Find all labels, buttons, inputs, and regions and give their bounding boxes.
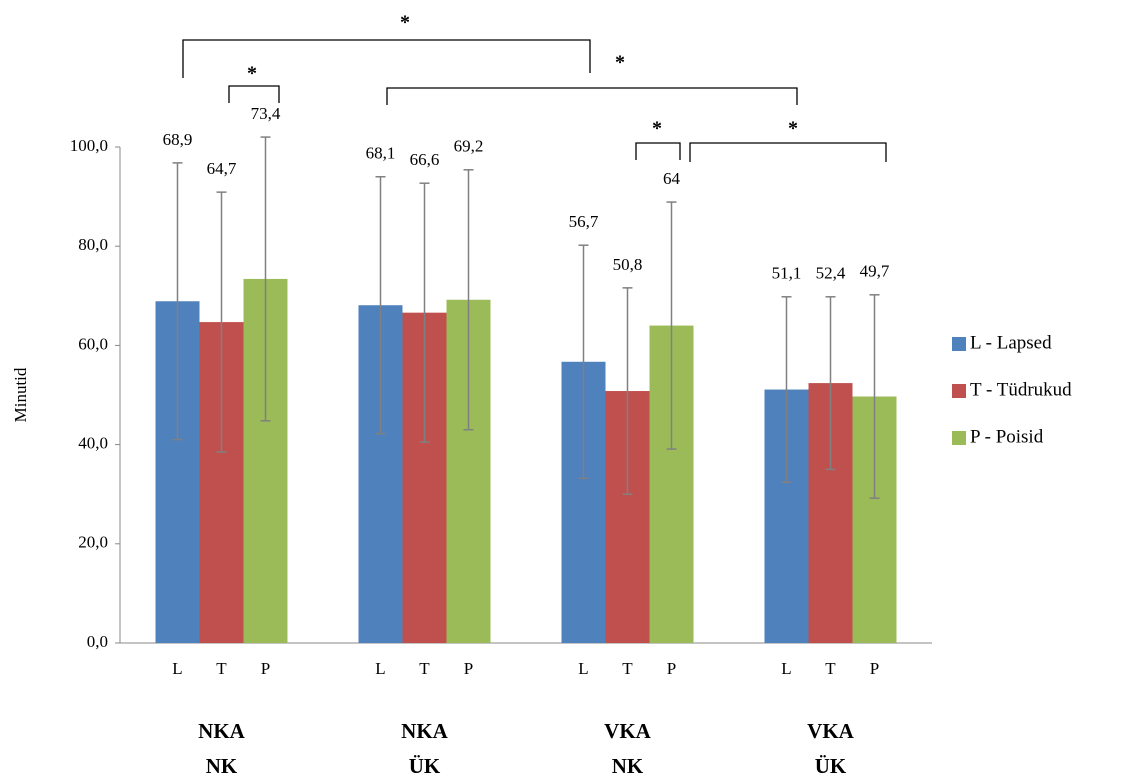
x-group-label: VKA	[604, 719, 652, 743]
bracket	[689, 142, 887, 162]
x-group-label: NKA	[198, 719, 246, 743]
x-tick-label: T	[825, 659, 836, 678]
x-tick-label: P	[464, 659, 473, 678]
value-label: 51,1	[772, 264, 802, 283]
value-label: 68,9	[163, 130, 193, 149]
y-tick-label: 0,0	[87, 632, 108, 651]
x-tick-label: P	[667, 659, 676, 678]
x-tick-label: L	[781, 659, 791, 678]
value-label: 64	[663, 169, 681, 188]
x-group-label: NK	[612, 754, 644, 778]
y-axis-label: Minutid	[11, 367, 30, 422]
significance-brackets: * * * * *	[182, 12, 887, 162]
x-group-label: NK	[206, 754, 238, 778]
y-tick-label: 40,0	[78, 434, 108, 453]
x-tick-label: T	[216, 659, 227, 678]
y-tick-label: 60,0	[78, 334, 108, 353]
value-label: 68,1	[366, 144, 396, 163]
legend-swatch	[952, 431, 966, 445]
x-group-label: ÜK	[815, 754, 847, 778]
annotation: *	[652, 118, 662, 140]
value-label: 73,4	[251, 104, 281, 123]
annotation: *	[788, 118, 798, 140]
y-tick-label: 100,0	[70, 136, 108, 155]
x-tick-label: L	[578, 659, 588, 678]
x-tick-label: P	[870, 659, 879, 678]
bracket	[635, 142, 681, 160]
x-tick-label: L	[375, 659, 385, 678]
legend-swatch	[952, 384, 966, 398]
value-label: 56,7	[569, 212, 599, 231]
legend-label: L - Lapsed	[970, 332, 1052, 353]
x-tick-label: T	[622, 659, 633, 678]
bracket	[386, 87, 798, 105]
annotation: *	[615, 52, 625, 74]
value-label: 69,2	[454, 137, 484, 156]
y-tick-label: 20,0	[78, 533, 108, 552]
bracket	[228, 85, 280, 103]
value-label: 64,7	[207, 159, 237, 178]
value-label: 52,4	[816, 264, 846, 283]
annotation: *	[247, 63, 257, 85]
x-group-label: NKA	[401, 719, 449, 743]
annotation: *	[400, 12, 410, 34]
bracket	[182, 39, 591, 78]
x-tick-label: P	[261, 659, 270, 678]
x-tick-label: T	[419, 659, 430, 678]
x-group-label: ÜK	[409, 754, 441, 778]
value-label: 49,7	[860, 262, 890, 281]
legend-swatch	[952, 337, 966, 351]
value-label: 50,8	[613, 255, 643, 274]
legend-label: P - Poisid	[970, 426, 1044, 447]
value-label: 66,6	[410, 150, 440, 169]
x-tick-label: L	[172, 659, 182, 678]
legend-label: T - Tüdrukud	[970, 379, 1072, 400]
y-tick-label: 80,0	[78, 235, 108, 254]
x-group-label: VKA	[807, 719, 855, 743]
